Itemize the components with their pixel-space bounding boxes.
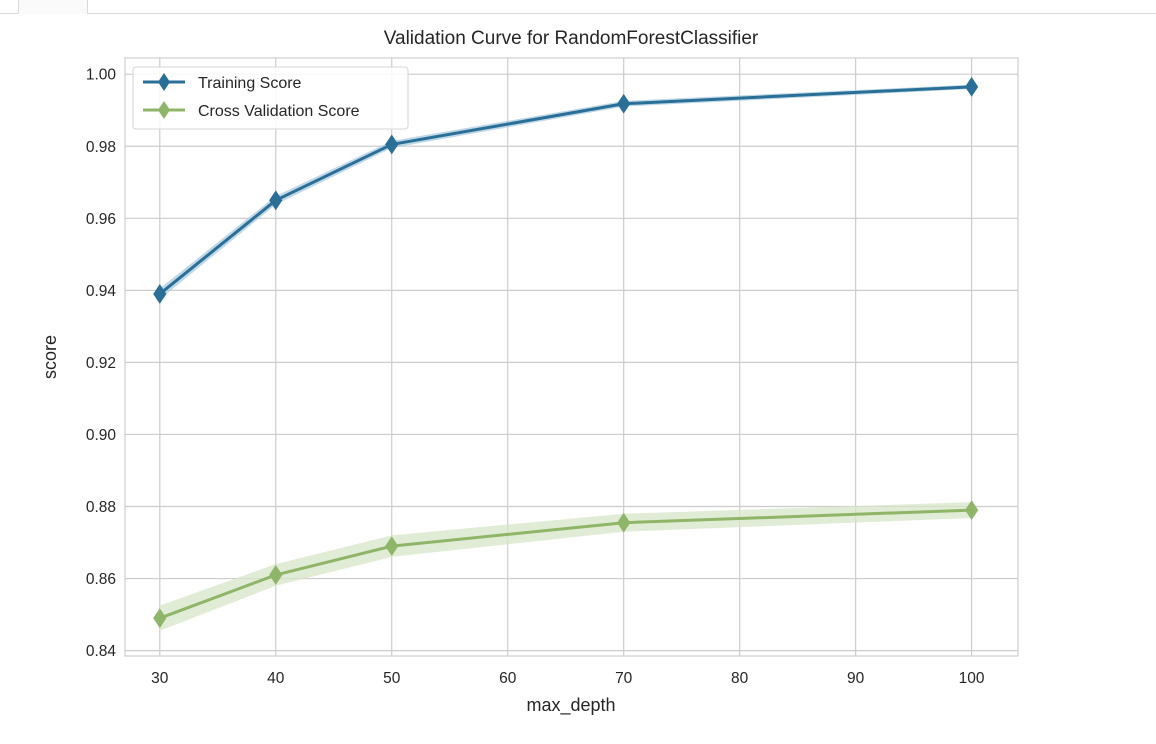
- legend-marker-training: [158, 73, 170, 91]
- legend: Training Score Cross Validation Score: [132, 66, 409, 130]
- x-tick-label: 30: [151, 670, 169, 687]
- y-tick-labels: 0.84 0.86 0.88 0.90 0.92 0.94 0.96 0.98 1.00: [86, 67, 117, 660]
- legend-marker-cross-validation: [158, 101, 170, 119]
- training-score-point: [153, 284, 167, 304]
- y-tick-label: 0.90: [86, 427, 117, 444]
- training-score-point: [269, 190, 283, 211]
- y-tick-label: 0.88: [86, 499, 116, 516]
- y-tick-label: 0.86: [86, 571, 116, 588]
- training-score-point: [965, 76, 979, 97]
- chart-title: Validation Curve for RandomForestClassif…: [384, 28, 759, 49]
- training-score-point: [617, 93, 631, 114]
- y-tick-label: 0.98: [86, 139, 116, 156]
- cross-validation-score-point: [617, 512, 631, 533]
- training-score-point: [385, 134, 399, 155]
- legend-box: [132, 66, 409, 130]
- y-tick-label: 0.96: [86, 211, 116, 228]
- x-tick-labels: 30 40 50 60 70 80 90 100: [151, 670, 985, 687]
- plot-area: [124, 57, 1019, 657]
- x-tick-label: 80: [731, 670, 749, 687]
- score-markers: [153, 76, 979, 629]
- cell-prompt-area: [18, 0, 88, 14]
- y-tick-label: 0.94: [86, 283, 117, 300]
- y-tick-label: 0.84: [86, 643, 117, 660]
- cross-validation-score-point: [965, 500, 979, 521]
- x-tick-label: 100: [959, 670, 985, 687]
- y-tick-label: 0.92: [86, 355, 116, 372]
- x-tick-label: 50: [383, 670, 401, 687]
- cross-validation-score-point: [153, 608, 167, 629]
- x-tick-label: 40: [267, 670, 285, 687]
- y-axis-label: score: [40, 335, 60, 379]
- previous-cell-edge: [0, 0, 1156, 14]
- x-tick-label: 90: [847, 670, 865, 687]
- x-tick-label: 60: [499, 670, 517, 687]
- legend-label-training: Training Score: [198, 75, 302, 92]
- cross-validation-score-point: [269, 565, 283, 585]
- legend-label-cross-validation: Cross Validation Score: [198, 103, 360, 120]
- cross-validation-score-point: [385, 536, 399, 557]
- y-tick-label: 1.00: [86, 67, 117, 84]
- x-tick-label: 70: [615, 670, 633, 687]
- x-axis-label: max_depth: [526, 695, 615, 716]
